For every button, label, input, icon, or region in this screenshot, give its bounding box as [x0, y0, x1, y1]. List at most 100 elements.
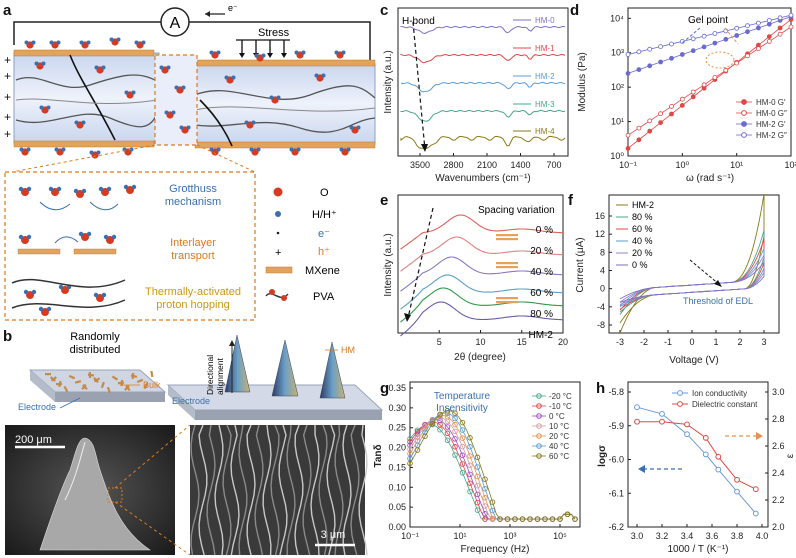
layer-line — [350, 424, 360, 556]
d-point — [690, 89, 696, 95]
d-point — [669, 111, 674, 117]
d-point — [712, 40, 718, 46]
g-ytick-label: 0.35 — [388, 383, 406, 393]
mxene-flake — [100, 381, 105, 389]
c-xtick-label: 1400 — [510, 160, 530, 170]
g-point — [459, 443, 466, 450]
plus-signs: + + + + + — [4, 53, 11, 141]
water-molecule — [334, 50, 346, 59]
scale-label-3um: 3 μm — [321, 529, 346, 541]
chart-g: 10⁻¹ 10¹ 10³ 10⁵ 0.35 0.30 0.25 0.20 0.15 0.10 0.0… — [373, 381, 581, 555]
g-ytick-label: 0.30 — [388, 403, 406, 413]
f-legend-label: 60 % — [632, 224, 653, 234]
panel-label-a: a — [3, 2, 12, 19]
aligned-slab — [166, 334, 384, 420]
mechanism-box — [4, 171, 256, 321]
water-molecule — [349, 125, 361, 134]
layer-line — [262, 424, 272, 556]
g-point — [527, 516, 533, 522]
e-series-label: 80 % — [530, 309, 553, 320]
e-xtick-label: 15 — [517, 337, 527, 347]
f-ytick-label: 0 — [600, 284, 605, 294]
c-xlabel: Wavenumbers (cm⁻¹) — [435, 173, 530, 184]
e-series-label: HM-2 — [529, 330, 554, 341]
e-xtick-label: 10 — [475, 337, 485, 347]
mxene-spacing-icon — [496, 266, 518, 269]
d-point — [636, 49, 642, 55]
h-point — [684, 421, 690, 428]
plus-sign: + — [4, 69, 11, 83]
d-point — [712, 75, 718, 80]
d-point — [636, 137, 642, 143]
g-point — [444, 424, 451, 430]
g-point — [474, 473, 481, 480]
g-point — [482, 494, 488, 501]
g-ytick-label: 0.15 — [388, 462, 406, 472]
d-xtick-label: 10⁻¹ — [619, 160, 637, 170]
d-point — [766, 18, 772, 23]
g-ytick-label: 0.10 — [388, 482, 406, 492]
g-legend-marker — [536, 403, 542, 409]
g-point — [437, 411, 443, 418]
d-point — [669, 104, 674, 109]
hbond-arrow — [412, 21, 426, 151]
d-point — [679, 103, 685, 108]
layered-texture — [190, 424, 368, 556]
f-ytick-label: 4 — [600, 266, 605, 276]
legend-label: h⁺ — [318, 246, 330, 258]
c-xtick-label: 2800 — [443, 160, 463, 170]
layer-line — [310, 424, 320, 556]
h-y2tick-label: 2.4 — [772, 468, 785, 478]
h-ytick-label: -6.1 — [608, 488, 624, 498]
d-legend-label: HM-0 G″ — [756, 109, 787, 118]
g-legend-label: -10 °C — [549, 402, 572, 411]
g-point — [459, 435, 466, 441]
mxene-flake — [124, 385, 130, 391]
d-point — [756, 25, 761, 31]
h-xtick-label: 3.2 — [656, 531, 669, 541]
f-xtick-label: -2 — [640, 337, 648, 347]
h-y2tick-label: 2.0 — [772, 522, 785, 532]
plus-sign: + — [4, 127, 11, 141]
panel-label-f: f — [568, 192, 574, 209]
g-point — [489, 499, 496, 505]
layer-line — [302, 424, 312, 556]
panel-label-c: c — [380, 2, 388, 19]
e-series-label: 60 % — [530, 288, 553, 299]
g-legend-label: 20 °C — [549, 432, 569, 441]
d-legend-marker — [741, 110, 747, 116]
mxene-layer — [13, 49, 155, 57]
d-point — [647, 63, 653, 69]
h-y2tick-label: 2.8 — [772, 414, 785, 424]
e-series-line — [400, 274, 564, 310]
d-point — [636, 125, 642, 131]
h-xtick-label: 3.6 — [706, 531, 719, 541]
f-xtick-label: 2 — [737, 337, 742, 347]
layer-line — [198, 424, 208, 556]
d-ytick-label: 10⁴ — [610, 13, 624, 23]
d-point — [647, 118, 653, 124]
d-point — [679, 96, 685, 102]
water-molecule — [89, 150, 101, 159]
g-ytick-label: 0.00 — [388, 522, 406, 532]
d-point — [669, 55, 674, 61]
g-point — [459, 427, 466, 433]
layer-line — [334, 424, 344, 556]
layer-line — [190, 424, 200, 556]
mxene-flake — [150, 370, 154, 378]
g-point — [452, 452, 458, 458]
legend-label: e⁻ — [318, 228, 330, 240]
water-molecule — [93, 292, 107, 302]
d-legend-label: HM-2 G′ — [756, 120, 786, 129]
g-point — [474, 507, 481, 513]
g-point — [482, 516, 488, 522]
scale-label-200um: 200 μm — [15, 434, 52, 446]
electron-icon — [276, 231, 280, 235]
interlayer-sketch — [17, 236, 117, 255]
h-legend-label: Ion conductivity — [692, 389, 747, 398]
water-molecule — [164, 110, 176, 119]
d-ylabel: Modulus (Pa) — [577, 52, 588, 111]
legend-label: MXene — [305, 265, 340, 277]
e-series-line — [400, 256, 564, 292]
